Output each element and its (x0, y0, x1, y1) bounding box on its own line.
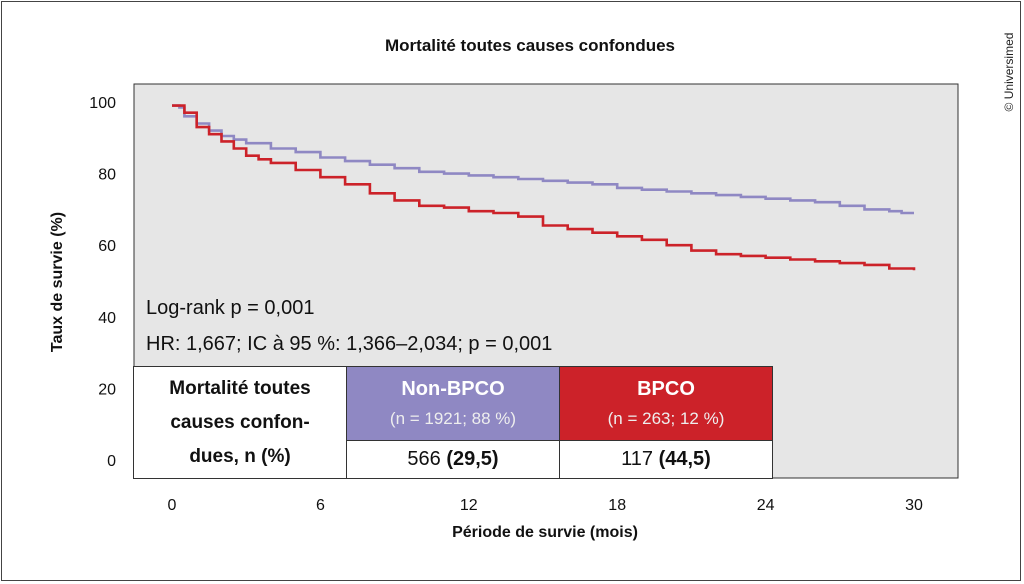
cell-non-bpco-mortality: 566 (29,5) (346, 440, 560, 479)
y-tick-label: 80 (98, 167, 116, 184)
x-tick-label: 0 (168, 497, 177, 514)
y-tick-label: 0 (107, 453, 116, 470)
cell-count: 566 (407, 448, 441, 470)
x-tick-label: 18 (608, 497, 626, 514)
table-row-label: Mortalité toutes causes confon- dues, n … (133, 366, 347, 479)
group-header-bpco: BPCO (n = 263; 12 %) (559, 366, 773, 441)
group-name: BPCO (637, 377, 695, 400)
x-tick-label: 6 (316, 497, 325, 514)
cell-count: 117 (621, 448, 654, 470)
y-tick-label: 40 (98, 310, 116, 327)
x-tick-label: 24 (757, 497, 775, 514)
group-count: (n = 263; 12 %) (607, 408, 725, 428)
cell-percent: (29,5) (446, 448, 499, 470)
group-name: Non-BPCO (401, 377, 505, 400)
series-line-non-bpco (172, 104, 914, 215)
x-tick-label: 30 (905, 497, 923, 514)
row-label-line: causes confon- (170, 411, 310, 433)
cell-percent: (44,5) (658, 448, 711, 470)
series-line-bpco (172, 104, 916, 271)
hazard-ratio-annotation: HR: 1,667; IC à 95 %: 1,366–2,034; p = 0… (146, 333, 553, 355)
y-tick-label: 100 (89, 95, 116, 112)
chart-title: Mortalité toutes causes confondues (385, 36, 675, 55)
mortality-table: Mortalité toutes causes confon- dues, n … (133, 366, 773, 479)
x-tick-label: 12 (460, 497, 478, 514)
row-label-line: dues, n (%) (189, 445, 291, 467)
row-label-line: Mortalité toutes (169, 377, 311, 399)
x-axis-label: Période de survie (mois) (452, 524, 638, 541)
logrank-annotation: Log-rank p = 0,001 (146, 297, 315, 319)
cell-bpco-mortality: 117 (44,5) (559, 440, 773, 479)
y-tick-label: 60 (98, 238, 116, 255)
group-header-non-bpco: Non-BPCO (n = 1921; 88 %) (346, 366, 560, 441)
y-tick-label: 20 (98, 381, 116, 398)
group-count: (n = 1921; 88 %) (389, 408, 517, 428)
